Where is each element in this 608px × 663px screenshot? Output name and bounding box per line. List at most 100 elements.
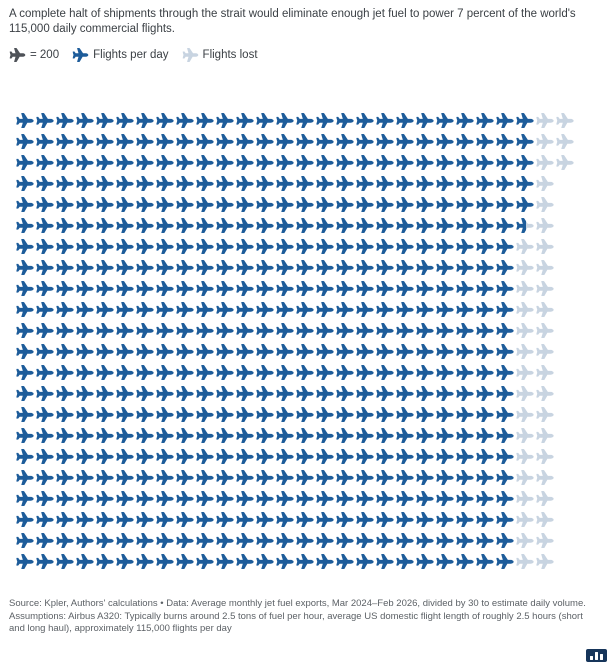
plane-icon-flight — [216, 134, 234, 150]
plane-icon-flight — [116, 323, 134, 339]
plane-icon-flight — [116, 260, 134, 276]
plane-icon-flight — [496, 533, 514, 549]
plane-icon-flight — [496, 323, 514, 339]
plane-icon-flight — [276, 176, 294, 192]
plane-icon-flight — [376, 386, 394, 402]
plane-icon-flight — [436, 428, 454, 444]
plane-icon-flight — [116, 302, 134, 318]
plane-icon-flight — [276, 344, 294, 360]
plane-icon-flight — [136, 302, 154, 318]
plane-icon-flight — [36, 281, 54, 297]
plane-icon-flight — [156, 554, 174, 570]
plane-icon-flight — [276, 113, 294, 129]
plane-icon-flight — [396, 197, 414, 213]
plane-icon-flight — [316, 113, 334, 129]
plane-icon-flight — [36, 449, 54, 465]
plane-icon-flight — [56, 176, 74, 192]
plane-icon-flight — [196, 554, 214, 570]
plane-icon-flight — [276, 407, 294, 423]
plane-icon-flight — [176, 365, 194, 381]
plane-icon-flight — [76, 470, 94, 486]
plane-icon-flight — [116, 365, 134, 381]
pictogram-row — [16, 173, 576, 194]
pictogram-row — [16, 509, 576, 530]
plane-icon-flight — [216, 512, 234, 528]
plane-icon-flight — [336, 554, 354, 570]
plane-icon-flight — [376, 449, 394, 465]
plane-icon-flight — [316, 344, 334, 360]
plane-icon-flight — [456, 344, 474, 360]
plane-icon-lost — [536, 386, 554, 402]
plane-icon-flight — [276, 554, 294, 570]
logo-bar — [595, 652, 598, 660]
plane-icon-flight — [56, 155, 74, 171]
plane-icon-lost — [536, 113, 554, 129]
logo-bar — [590, 656, 593, 660]
plane-icon-flight — [396, 344, 414, 360]
plane-icon-flight — [416, 113, 434, 129]
plane-icon-flight — [436, 533, 454, 549]
plane-icon-flight — [336, 533, 354, 549]
plane-icon-flight — [436, 218, 454, 234]
plane-icon-flight — [116, 281, 134, 297]
plane-icon-flight — [216, 449, 234, 465]
plane-icon-flight — [176, 155, 194, 171]
plane-icon-flight — [76, 365, 94, 381]
plane-icon-flight — [296, 449, 314, 465]
plane-icon-flight — [456, 113, 474, 129]
plane-icon-flight — [456, 428, 474, 444]
plane-icon-lost — [536, 176, 554, 192]
plane-icon-flight — [496, 302, 514, 318]
plane-icon-flight — [276, 365, 294, 381]
plane-icon-flight — [296, 239, 314, 255]
pictogram-row — [16, 194, 576, 215]
plane-icon-flight — [276, 239, 294, 255]
plane-icon-flight — [256, 554, 274, 570]
plane-icon-flight — [356, 449, 374, 465]
plane-icon-flight — [136, 323, 154, 339]
plane-icon-flight — [176, 554, 194, 570]
plane-icon-flight — [256, 134, 274, 150]
plane-icon-flight — [196, 113, 214, 129]
plane-icon-flight — [456, 449, 474, 465]
plane-icon-flight — [216, 491, 234, 507]
plane-icon-flight — [16, 323, 34, 339]
plane-icon-flight — [416, 197, 434, 213]
plane-icon-flight — [196, 491, 214, 507]
plane-icon-flight — [296, 176, 314, 192]
plane-icon-flight — [16, 302, 34, 318]
plane-icon-flight — [356, 176, 374, 192]
plane-icon-flight — [436, 344, 454, 360]
plane-icon-flight — [476, 449, 494, 465]
plane-icon-flight — [136, 176, 154, 192]
plane-icon-flight — [16, 176, 34, 192]
plane-icon-flight — [476, 281, 494, 297]
plane-icon-flight — [16, 386, 34, 402]
plane-icon-lost — [516, 281, 534, 297]
plane-icon-flight — [256, 386, 274, 402]
plane-icon-flight — [496, 113, 514, 129]
plane-icon-flight — [16, 533, 34, 549]
plane-icon-flight — [236, 281, 254, 297]
plane-icon-flight — [316, 323, 334, 339]
plane-icon-flight — [476, 428, 494, 444]
plane-icon-flight — [276, 218, 294, 234]
plane-icon-flight — [196, 365, 214, 381]
plane-icon-flight — [216, 302, 234, 318]
plane-icon-flight — [276, 386, 294, 402]
plane-icon-flight — [376, 176, 394, 192]
plane-icon-flight — [236, 428, 254, 444]
plane-icon-flight — [236, 470, 254, 486]
plane-icon-flight — [396, 407, 414, 423]
plane-icon-flight — [96, 449, 114, 465]
plane-icon-lost — [556, 113, 574, 129]
plane-icon-flight — [256, 407, 274, 423]
plane-icon-flight — [216, 428, 234, 444]
plane-icon-flight — [176, 428, 194, 444]
plane-icon-flight — [276, 302, 294, 318]
plane-icon-flight — [476, 302, 494, 318]
plane-icon-flight — [76, 281, 94, 297]
plane-icon-flight — [136, 239, 154, 255]
plane-icon-flight — [436, 302, 454, 318]
